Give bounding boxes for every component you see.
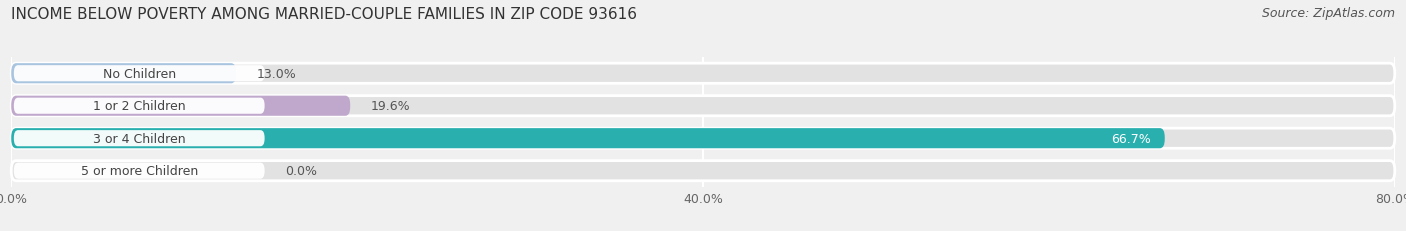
FancyBboxPatch shape (11, 129, 1164, 149)
Text: INCOME BELOW POVERTY AMONG MARRIED-COUPLE FAMILIES IN ZIP CODE 93616: INCOME BELOW POVERTY AMONG MARRIED-COUPL… (11, 7, 637, 22)
Text: 66.7%: 66.7% (1111, 132, 1152, 145)
FancyBboxPatch shape (11, 161, 1395, 181)
FancyBboxPatch shape (11, 129, 1395, 149)
FancyBboxPatch shape (14, 98, 264, 114)
FancyBboxPatch shape (14, 163, 264, 179)
FancyBboxPatch shape (11, 64, 236, 84)
Text: 0.0%: 0.0% (285, 164, 318, 177)
Text: 1 or 2 Children: 1 or 2 Children (93, 100, 186, 113)
Text: 19.6%: 19.6% (371, 100, 411, 113)
Text: Source: ZipAtlas.com: Source: ZipAtlas.com (1261, 7, 1395, 20)
FancyBboxPatch shape (14, 66, 264, 82)
Text: 3 or 4 Children: 3 or 4 Children (93, 132, 186, 145)
FancyBboxPatch shape (11, 64, 1395, 84)
Text: No Children: No Children (103, 67, 176, 80)
FancyBboxPatch shape (11, 96, 1395, 116)
FancyBboxPatch shape (11, 96, 350, 116)
Text: 13.0%: 13.0% (257, 67, 297, 80)
FancyBboxPatch shape (14, 131, 264, 147)
Text: 5 or more Children: 5 or more Children (80, 164, 198, 177)
